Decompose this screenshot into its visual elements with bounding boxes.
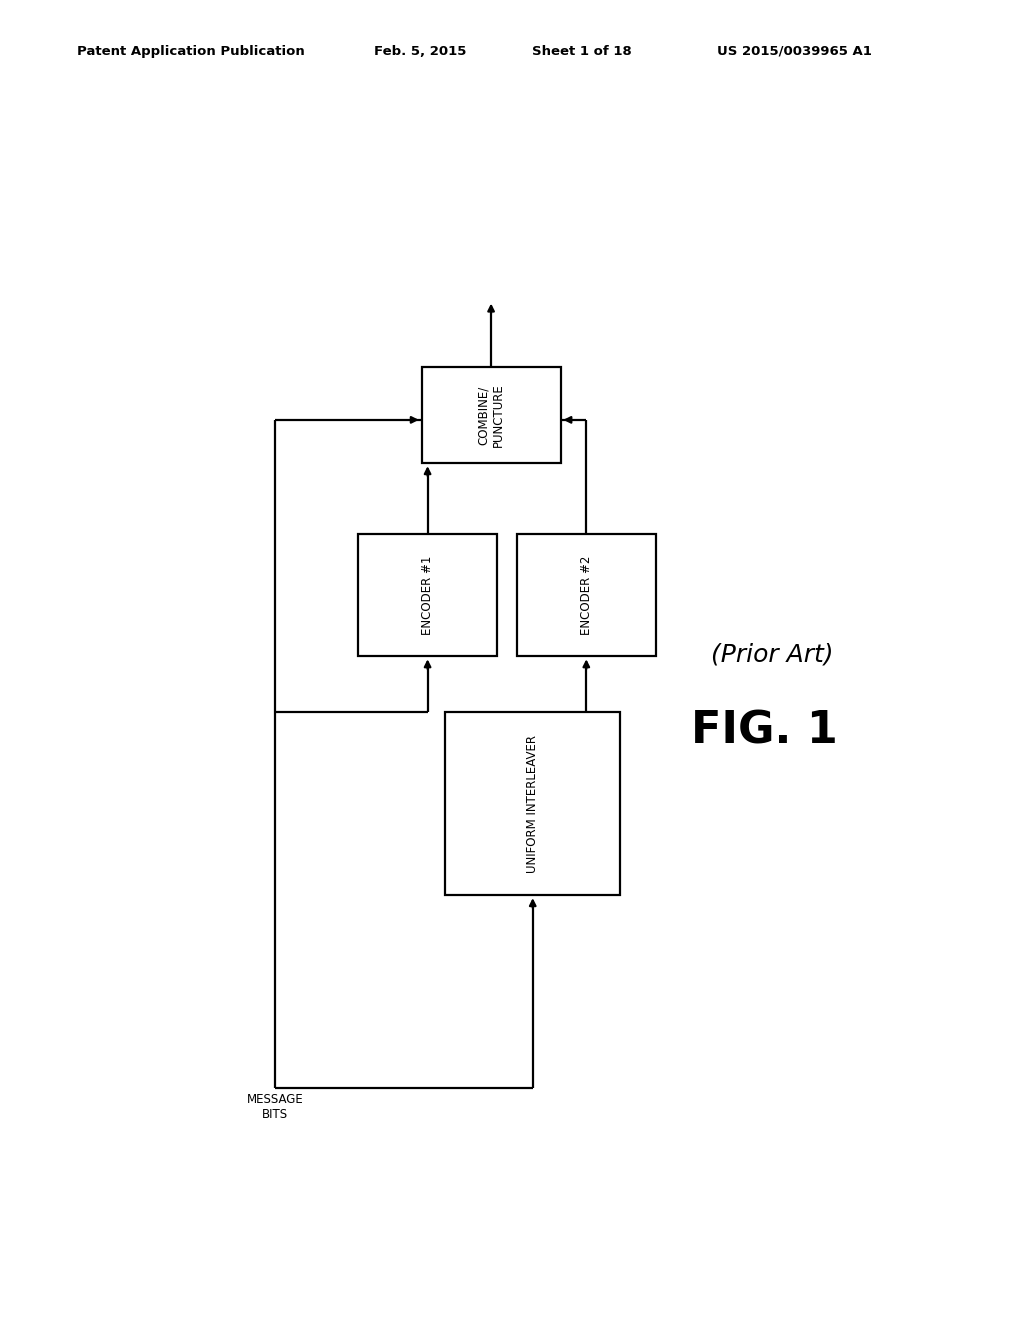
Bar [517, 535, 655, 656]
Text: Patent Application Publication: Patent Application Publication [77, 45, 304, 58]
Text: UNIFORM INTERLEAVER: UNIFORM INTERLEAVER [526, 735, 540, 873]
Text: (Prior Art): (Prior Art) [712, 643, 834, 667]
Text: Sheet 1 of 18: Sheet 1 of 18 [532, 45, 632, 58]
Text: ENCODER #2: ENCODER #2 [580, 556, 593, 635]
Text: MESSAGE
BITS: MESSAGE BITS [247, 1093, 303, 1122]
Text: Feb. 5, 2015: Feb. 5, 2015 [374, 45, 466, 58]
Bar [445, 713, 621, 895]
Text: FIG. 1: FIG. 1 [691, 710, 839, 752]
Text: COMBINE/
PUNCTURE: COMBINE/ PUNCTURE [477, 383, 505, 447]
Bar [422, 367, 560, 463]
Text: US 2015/0039965 A1: US 2015/0039965 A1 [717, 45, 871, 58]
Text: ENCODER #1: ENCODER #1 [421, 556, 434, 635]
Bar [358, 535, 497, 656]
